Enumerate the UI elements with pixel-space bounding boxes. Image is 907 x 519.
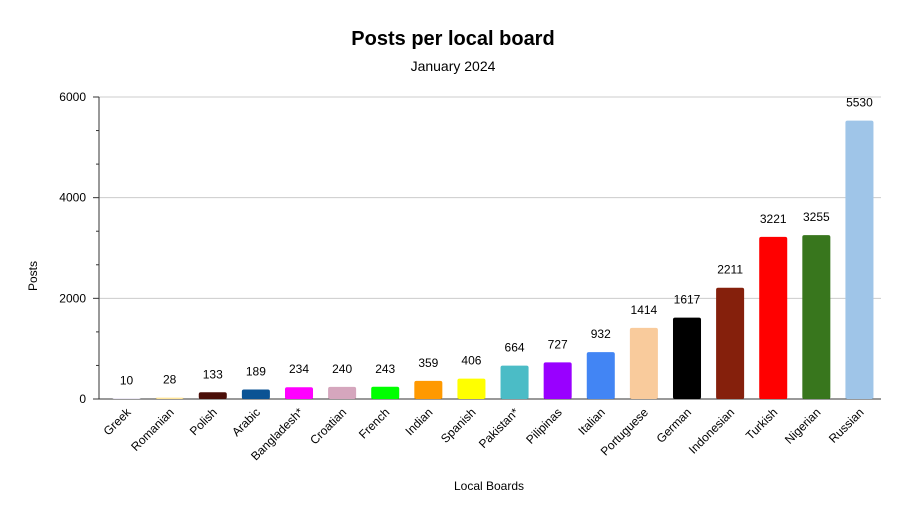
bar-russian xyxy=(845,120,874,399)
data-label: 3221 xyxy=(760,212,787,226)
bar-indonesian xyxy=(716,287,745,399)
x-tick-label: Indian xyxy=(402,405,435,438)
bar-french xyxy=(371,386,400,399)
x-tick-label: Russian xyxy=(826,405,867,446)
bar-greek xyxy=(112,398,141,399)
data-label: 240 xyxy=(332,362,352,376)
bar-portuguese xyxy=(629,327,658,399)
x-tick-label: Italian xyxy=(575,405,608,438)
data-label: 359 xyxy=(418,356,438,370)
data-labels: 10 28 133 189 234 240 243 359 406 664 727 932 1414 16… xyxy=(120,96,873,388)
bar-polish xyxy=(198,392,227,399)
bars xyxy=(112,120,874,399)
bar-bangladesh xyxy=(284,387,314,399)
data-label: 28 xyxy=(163,373,177,387)
y-tick-label: 2000 xyxy=(59,291,86,305)
x-tick-label: Turkish xyxy=(743,405,780,442)
data-label: 189 xyxy=(246,364,266,378)
data-label: 932 xyxy=(591,327,611,341)
data-label: 133 xyxy=(203,367,223,381)
bar-italian xyxy=(586,352,615,399)
data-label: 10 xyxy=(120,373,134,387)
x-axis-label: Local Boards xyxy=(454,479,524,493)
x-tick-label: Indonesian xyxy=(686,405,737,456)
data-label: 2211 xyxy=(717,263,743,277)
chart-title: Posts per local board xyxy=(351,28,554,50)
data-label: 1414 xyxy=(631,303,658,317)
x-tick-label: Romanian xyxy=(128,405,177,454)
data-label: 1617 xyxy=(674,293,701,307)
bar-spanish xyxy=(457,378,486,399)
gridlines xyxy=(99,96,881,299)
data-label: 3255 xyxy=(803,210,830,224)
x-tick-label: French xyxy=(356,405,392,441)
bar-nigerian xyxy=(802,235,831,399)
bar-pilipinas xyxy=(543,362,572,399)
x-tick-label: Greek xyxy=(101,405,135,439)
data-label: 234 xyxy=(289,362,309,376)
x-tick-label: Croatian xyxy=(307,405,349,447)
data-label: 406 xyxy=(461,354,481,368)
y-tick-label: 0 xyxy=(79,392,86,406)
data-label: 243 xyxy=(375,362,395,376)
x-tick-label: Arabic xyxy=(229,405,263,439)
x-tick-label: German xyxy=(654,405,695,446)
x-tick-label: Polish xyxy=(187,405,220,438)
data-label: 727 xyxy=(548,337,568,351)
bar-german xyxy=(672,317,702,399)
y-tick-label: 6000 xyxy=(59,90,86,104)
chart-subtitle: January 2024 xyxy=(411,58,496,74)
bar-croatian xyxy=(328,386,357,399)
data-label: 5530 xyxy=(846,96,873,110)
x-tick-label: Nigerian xyxy=(782,405,824,447)
bar-indian xyxy=(414,380,443,399)
bar-turkish xyxy=(759,236,788,399)
x-tick-label: Pilipinas xyxy=(523,405,565,447)
data-label: 664 xyxy=(505,341,525,355)
bar-pakistan xyxy=(500,365,529,399)
x-tick-label: Spanish xyxy=(438,405,479,446)
y-axis-label: Posts xyxy=(26,261,40,291)
y-tick-label: 4000 xyxy=(59,191,86,205)
x-tick-label: Pakistan* xyxy=(476,405,522,451)
bar-arabic xyxy=(241,389,270,399)
bar-romanian xyxy=(155,397,184,399)
